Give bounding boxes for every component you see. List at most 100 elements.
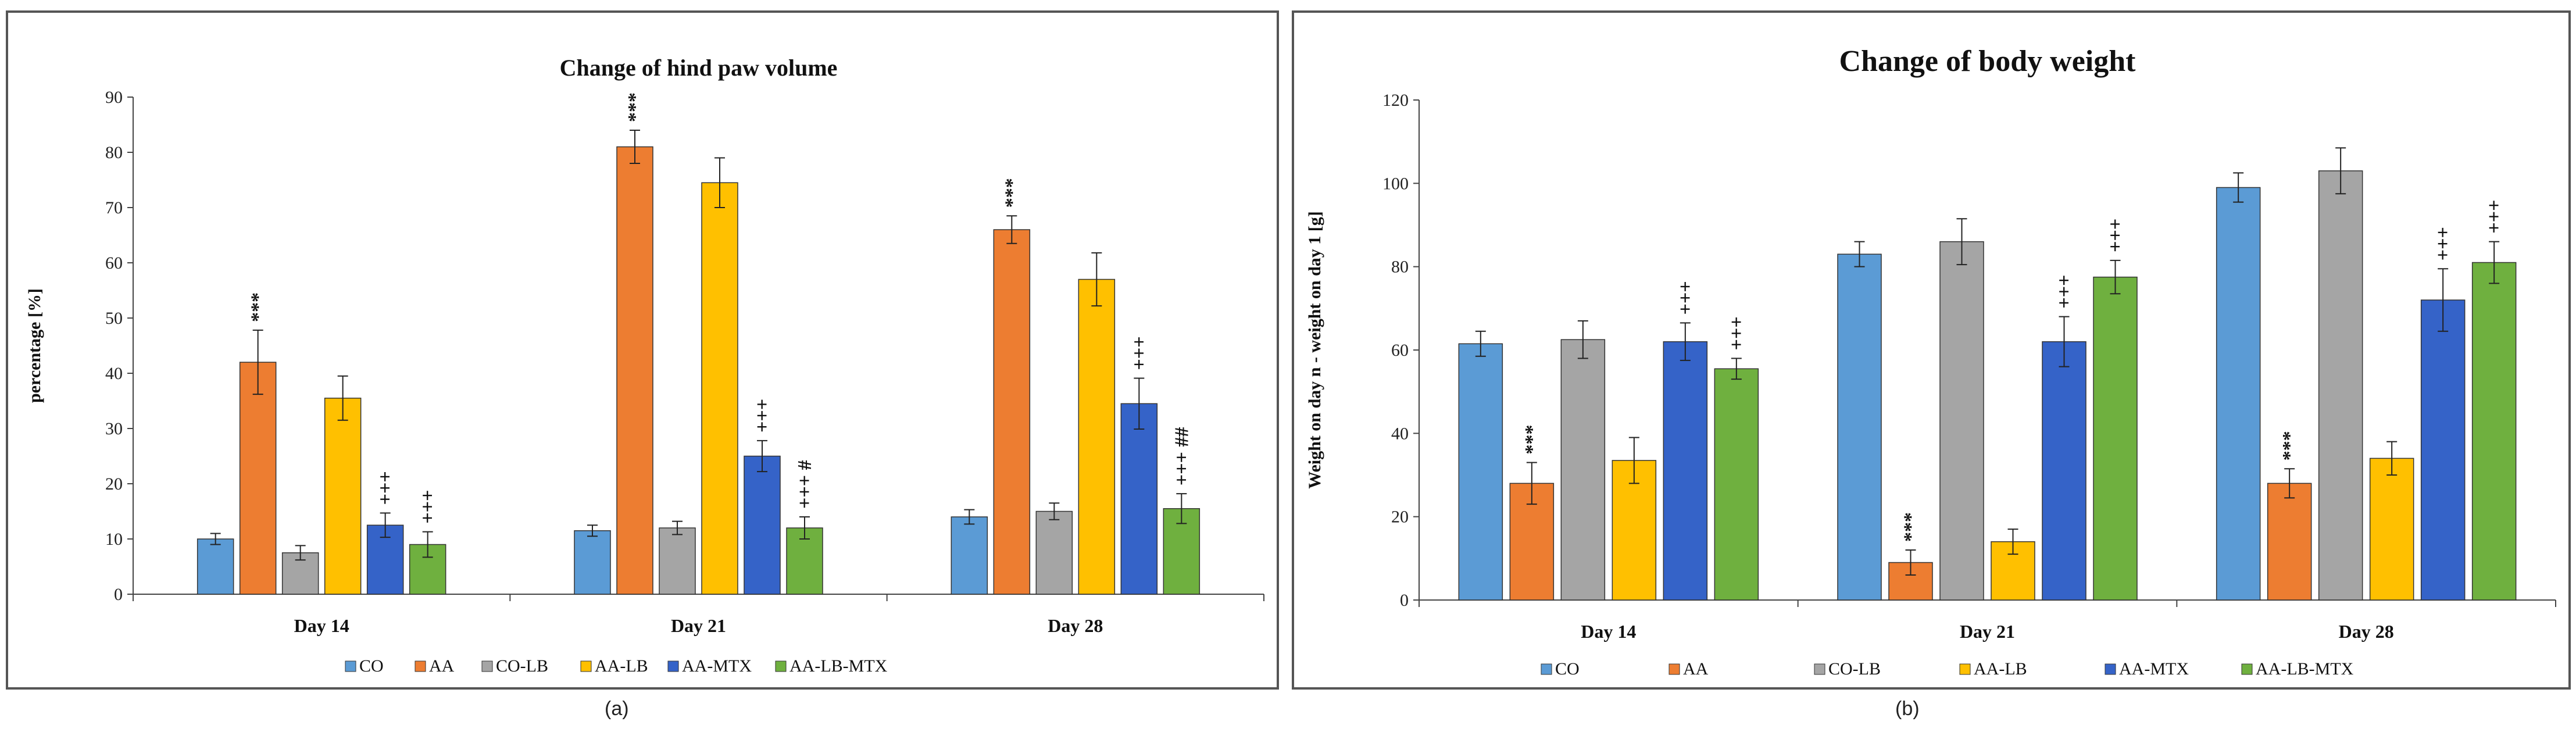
bar-co-lb-day-28 xyxy=(2318,170,2363,601)
legend-swatch-aa xyxy=(415,660,426,672)
y-tick-label: 0 xyxy=(114,585,123,604)
significance-label: +++ xyxy=(1128,336,1150,370)
significance-label: +++ xyxy=(417,490,439,524)
significance-label: +++ ## xyxy=(1171,427,1192,485)
x-category-label: Day 21 xyxy=(1960,621,2015,642)
legend-swatch-aa-lb xyxy=(580,660,592,672)
y-tick-label: 80 xyxy=(1391,258,1409,277)
y-tick-label: 40 xyxy=(1391,424,1409,443)
significance-label: +++ xyxy=(2432,227,2454,260)
significance-label: +++ xyxy=(752,399,773,433)
legend-label-aa-lb-mtx: AA-LB-MTX xyxy=(2256,659,2354,679)
legend-label-co: CO xyxy=(359,656,384,676)
caption-b: (b) xyxy=(1895,698,1920,720)
legend-label-aa-lb-mtx: AA-LB-MTX xyxy=(789,656,888,676)
y-axis-label: percentage [%] xyxy=(25,288,44,403)
significance-label: *** xyxy=(2279,431,2300,460)
y-tick-label: 100 xyxy=(1382,174,1409,193)
bar-aa-mtx-day-28 xyxy=(1120,403,1158,595)
bar-aa-lb-mtx-day-28 xyxy=(2471,262,2517,601)
y-tick-label: 50 xyxy=(105,309,123,328)
legend-label-co: CO xyxy=(1555,659,1580,679)
x-category-label: Day 14 xyxy=(1581,621,1636,642)
x-category-label: Day 14 xyxy=(294,615,349,636)
significance-label: *** xyxy=(1001,178,1023,208)
legend-swatch-aa-lb xyxy=(1959,663,1971,675)
chart-panel-b: Change of body weight Weight on day n - w… xyxy=(1292,10,2571,690)
x-category-label: Day 28 xyxy=(1048,615,1103,636)
x-category-label: Day 28 xyxy=(2339,621,2394,642)
hind-paw-volume-chart: Change of hind paw volume percentage [%] 0… xyxy=(25,55,1264,676)
bar-aa-mtx-day-21 xyxy=(744,455,781,595)
legend-label-aa-mtx: AA-MTX xyxy=(682,656,752,676)
bar-aa-day-21 xyxy=(616,146,653,595)
legend-swatch-aa-lb-mtx xyxy=(775,660,787,672)
y-tick-label: 120 xyxy=(1382,91,1409,110)
legend-label-aa-mtx: AA-MTX xyxy=(2119,659,2189,679)
legend-swatch-co-lb xyxy=(1814,663,1825,675)
x-category-label: Day 21 xyxy=(671,615,726,636)
bar-co-lb-day-28 xyxy=(1035,510,1073,595)
legend-swatch-aa-mtx xyxy=(2105,663,2116,675)
body-weight-chart: Change of body weight Weight on day n - w… xyxy=(1305,45,2556,679)
bar-aa-mtx-day-21 xyxy=(2042,341,2086,601)
y-tick-label: 0 xyxy=(1400,591,1409,610)
significance-label: +++ xyxy=(375,471,396,505)
bar-aa-day-28 xyxy=(2267,483,2312,601)
significance-label: +++ xyxy=(2105,219,2127,252)
bar-co-day-21 xyxy=(574,530,611,595)
bar-co-lb-day-21 xyxy=(659,527,696,595)
legend-label-aa: AA xyxy=(429,656,455,676)
legend-swatch-co xyxy=(1541,663,1552,675)
bar-co-day-14 xyxy=(1458,343,1503,601)
bar-co-day-28 xyxy=(951,516,988,595)
legend-label-co-lb: CO-LB xyxy=(496,656,548,676)
chart-panel-a: Change of hind paw volume percentage [%] 0… xyxy=(6,10,1279,690)
significance-label: *** xyxy=(1521,425,1543,455)
bar-co-lb-day-14 xyxy=(1560,339,1606,601)
bar-aa-lb-day-28 xyxy=(2369,458,2414,601)
y-tick-label: 70 xyxy=(105,198,123,217)
bar-aa-day-28 xyxy=(993,229,1031,595)
legend-label-aa: AA xyxy=(1683,659,1709,679)
bar-co-day-28 xyxy=(2216,187,2261,601)
bar-co-day-14 xyxy=(196,538,234,595)
legend-label-aa-lb: AA-LB xyxy=(1974,659,2027,679)
y-tick-label: 90 xyxy=(105,88,123,107)
significance-label: +++ xyxy=(1726,316,1748,350)
chart-title: Change of body weight xyxy=(1839,45,2136,78)
y-tick-label: 10 xyxy=(105,530,123,549)
bar-aa-mtx-day-14 xyxy=(1663,341,1708,601)
y-tick-label: 60 xyxy=(1391,341,1409,360)
y-tick-label: 80 xyxy=(105,143,123,162)
y-tick-label: 60 xyxy=(105,253,123,273)
legend-swatch-aa xyxy=(1668,663,1680,675)
significance-label: +++ # xyxy=(794,460,816,509)
bar-aa-lb-mtx-day-28 xyxy=(1163,508,1201,595)
bar-aa-lb-mtx-day-21 xyxy=(2093,276,2138,601)
legend-label-co-lb: CO-LB xyxy=(1828,659,1881,679)
significance-label: +++ xyxy=(2054,275,2075,309)
significance-label: *** xyxy=(624,92,646,122)
bar-aa-lb-day-21 xyxy=(701,182,738,595)
y-tick-label: 20 xyxy=(1391,508,1409,527)
bar-aa-lb-day-14 xyxy=(324,398,362,595)
chart-title: Change of hind paw volume xyxy=(560,55,838,81)
significance-label: +++ xyxy=(2484,200,2505,234)
bar-co-day-21 xyxy=(1837,253,1882,601)
y-tick-label: 20 xyxy=(105,474,123,494)
legend-label-aa-lb: AA-LB xyxy=(595,656,648,676)
significance-label: *** xyxy=(248,292,269,322)
caption-a: (a) xyxy=(605,698,629,720)
bar-co-lb-day-21 xyxy=(1939,241,1984,601)
bar-aa-lb-mtx-day-14 xyxy=(1714,368,1759,601)
bar-aa-day-14 xyxy=(239,362,277,595)
y-tick-label: 30 xyxy=(105,419,123,438)
bar-aa-lb-day-28 xyxy=(1078,278,1116,595)
legend-swatch-co-lb xyxy=(481,660,493,672)
legend-swatch-aa-mtx xyxy=(667,660,679,672)
significance-label: +++ xyxy=(1675,281,1696,315)
bar-aa-mtx-day-28 xyxy=(2420,299,2466,601)
legend-swatch-aa-lb-mtx xyxy=(2241,663,2253,675)
y-axis-label: Weight on day n - weight on day 1 [g] xyxy=(1305,211,1324,489)
